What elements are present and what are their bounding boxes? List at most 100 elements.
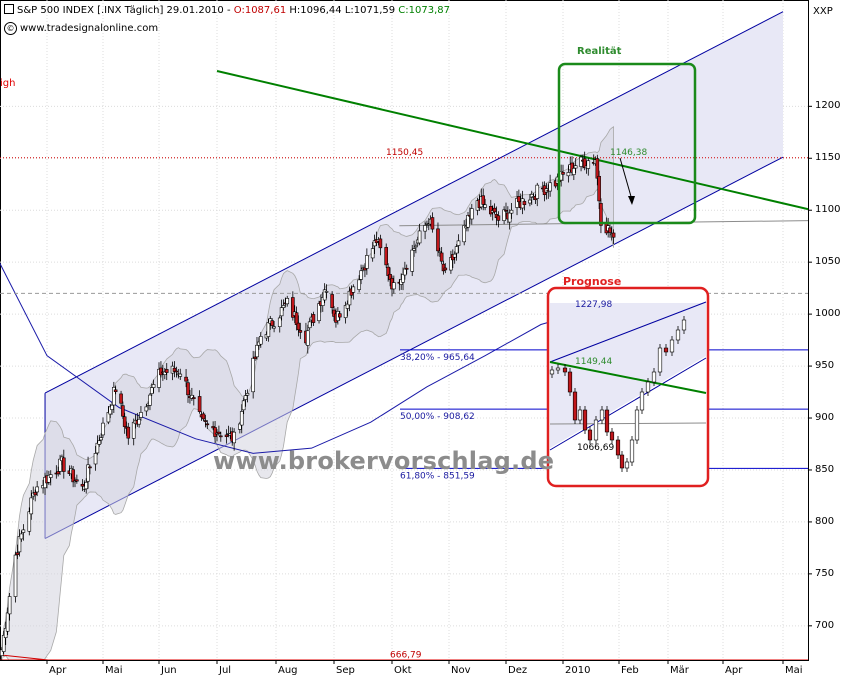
red-diagonal-line — [0, 654, 49, 660]
candle-body — [481, 195, 486, 205]
candle-body — [522, 201, 527, 206]
candle-body — [203, 420, 208, 422]
candle-body — [48, 474, 53, 478]
y-tick-label: 850 — [815, 463, 835, 475]
candle-body — [255, 344, 259, 358]
watermark: www.brokervorschlag.de — [213, 447, 555, 475]
candle-body — [452, 253, 457, 258]
header-open: O:1087,61 — [233, 5, 287, 16]
header-title: S&P 500 INDEX [.INX Täglich] 29.01.2010 … — [17, 5, 231, 16]
candle-body — [439, 252, 444, 262]
candle-body — [93, 453, 98, 465]
candle-body — [13, 554, 18, 597]
candle-body — [3, 627, 8, 638]
candle-body — [99, 437, 103, 441]
candle-body — [566, 172, 571, 177]
candle-body — [507, 212, 512, 223]
candle-body — [572, 168, 576, 175]
candle-body — [121, 405, 125, 417]
candle-body — [330, 294, 334, 308]
candle-body — [573, 165, 578, 169]
channel-upper-line — [44, 11, 784, 394]
inset-candle-body — [577, 409, 583, 421]
candle-body — [251, 357, 255, 393]
candle-body — [404, 267, 409, 270]
candle-body — [258, 336, 263, 345]
candle-body — [595, 158, 600, 179]
candle-body — [378, 238, 383, 249]
candle-body — [213, 427, 217, 437]
inset-candle-body — [587, 429, 593, 441]
candle-body — [186, 382, 190, 396]
x-tick-label: Dez — [508, 665, 528, 676]
inset-candle-body — [681, 319, 687, 331]
candle-body — [454, 246, 459, 254]
level-label: 1150,45 — [386, 148, 423, 158]
candle-body — [462, 225, 467, 243]
candle-body — [488, 205, 493, 215]
chart-header: S&P 500 INDEX [.INX Täglich] 29.01.2010 … — [4, 4, 450, 16]
x-tick-label: Mai — [105, 665, 123, 676]
prognose-inset — [549, 301, 707, 472]
candle-body — [363, 267, 367, 271]
inset-candle-body — [567, 371, 573, 393]
y-tick-label: 700 — [815, 619, 835, 631]
candle-body — [597, 175, 601, 202]
candle-body — [401, 274, 405, 283]
candle-body — [492, 207, 497, 213]
x-tick-label: Apr — [49, 665, 67, 676]
inset-candle-body — [657, 347, 663, 373]
x-tick-label: Okt — [394, 665, 412, 676]
candle-body — [190, 394, 194, 399]
candle-body — [548, 182, 552, 192]
candle-body — [0, 649, 4, 656]
candle-body — [97, 440, 102, 445]
candle-body — [386, 266, 390, 276]
prognose-label: 1227,98 — [575, 300, 612, 310]
candle-body — [149, 387, 154, 394]
inset-candle-body — [629, 439, 635, 463]
y-tick-label: 1000 — [815, 308, 841, 320]
candle-body — [443, 267, 448, 271]
candle-body — [496, 215, 501, 221]
candle-body — [197, 396, 202, 412]
candle-body — [332, 309, 336, 317]
candle-body — [277, 317, 282, 327]
candle-body — [579, 156, 583, 167]
candle-body — [15, 552, 20, 555]
candle-body — [184, 376, 188, 382]
candle-body — [608, 227, 612, 233]
candle-body — [285, 298, 290, 305]
candle-body — [535, 184, 540, 199]
candle-body — [33, 492, 37, 496]
x-tick-label: Jun — [161, 665, 177, 676]
chart-window-icon[interactable] — [4, 4, 14, 14]
candle-body — [19, 533, 24, 540]
candle-body — [306, 330, 310, 346]
candle-body — [414, 245, 418, 248]
candle-body — [266, 322, 271, 337]
y-tick-label: 1150 — [815, 152, 841, 164]
candle-body — [174, 370, 179, 373]
candle-body — [122, 416, 127, 427]
inset-candle-body — [651, 371, 657, 383]
x-tick-label: Apr — [725, 665, 743, 676]
level-label: 666,79 — [390, 650, 422, 660]
y-tick-label: 750 — [815, 567, 835, 579]
candle-body — [113, 389, 118, 392]
candle-body — [423, 225, 427, 232]
candle-body — [245, 393, 250, 396]
candle-body — [317, 303, 321, 322]
candle-body — [403, 268, 407, 276]
candle-body — [164, 369, 169, 373]
candle-body — [528, 199, 532, 204]
inset-candle-body — [555, 367, 561, 371]
candle-body — [172, 367, 177, 372]
inset-candle-body — [634, 409, 640, 441]
candle-body — [337, 313, 342, 318]
channel-lower-line — [44, 156, 784, 539]
candle-body — [157, 368, 161, 388]
candle-body — [438, 251, 442, 253]
candle-body — [365, 255, 369, 269]
inset-channel-fill — [550, 303, 706, 448]
